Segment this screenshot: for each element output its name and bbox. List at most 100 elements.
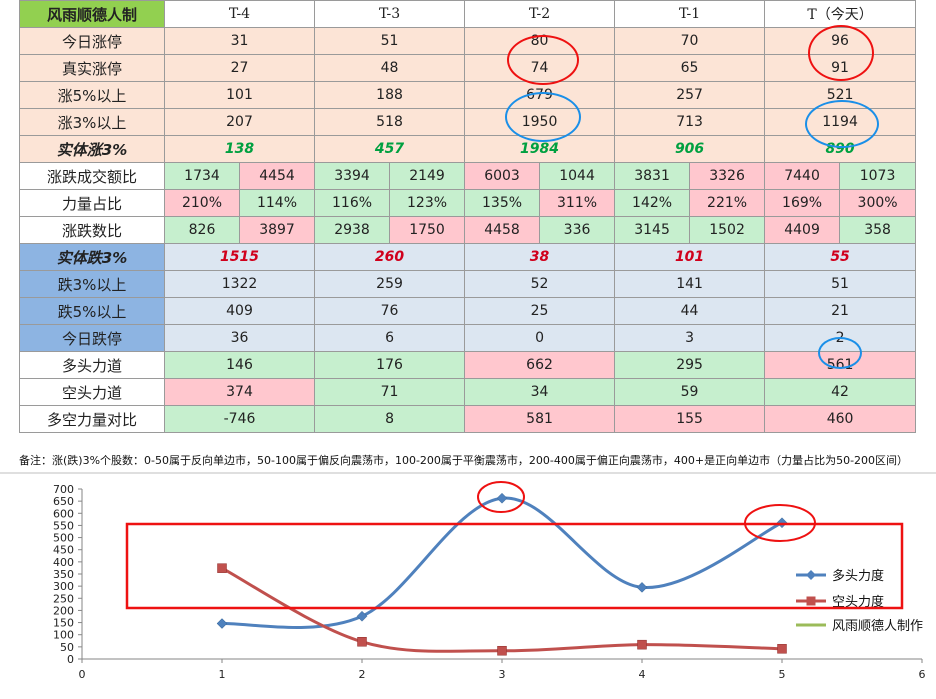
table-cell: 48	[314, 54, 466, 82]
table-cell: 1322	[163, 270, 316, 298]
column-header: T-4	[163, 0, 316, 28]
table-cell: -746	[163, 405, 316, 433]
row-label: 跌3%以上	[19, 270, 165, 298]
table-cell: 114%	[238, 189, 316, 217]
table-cell: 36	[163, 324, 316, 352]
table-cell: 1734	[164, 162, 240, 190]
legend-marker	[806, 570, 816, 580]
table-row: 空头力道 374 71 34 59 42	[19, 378, 917, 406]
table-cell: 1194	[764, 108, 917, 136]
row-label: 实体涨3%	[19, 135, 165, 163]
table-cell: 300%	[839, 189, 917, 217]
data-point	[777, 644, 787, 654]
table-cell: 257	[614, 81, 766, 109]
table-cell: 4458	[464, 216, 541, 244]
table-cell: 25	[464, 297, 616, 325]
table-cell: 188	[314, 81, 466, 109]
header-row: 风雨顺德人制 T-4 T-3 T-2 T-1 T（今天）	[19, 0, 917, 28]
table-cell: 76	[314, 297, 466, 325]
table-cell: 0	[464, 324, 616, 352]
table-cell: 51	[764, 270, 917, 298]
table-cell: 116%	[314, 189, 391, 217]
y-tick-label: 100	[53, 629, 74, 642]
x-tick-label: 4	[639, 668, 646, 681]
y-tick-label: 600	[53, 507, 74, 520]
column-header: T-2	[464, 0, 616, 28]
table-row: 涨跌数比 826 3897 2938 1750 4458 336 3145 1502 4409 35…	[19, 216, 917, 244]
row-label: 空头力道	[19, 378, 165, 406]
table-cell: 44	[614, 297, 766, 325]
table-cell: 260	[314, 243, 466, 271]
table-cell: 518	[314, 108, 466, 136]
table-row: 力量占比 210% 114% 116% 123% 135% 311% 142% 221% 169%…	[19, 189, 917, 217]
table-cell: 210%	[164, 189, 240, 217]
y-tick-label: 150	[53, 617, 74, 630]
legend-label: 多头力度	[832, 568, 884, 584]
table-cell: 138	[163, 135, 316, 163]
table-cell: 123%	[389, 189, 466, 217]
table-cell: 146	[163, 351, 316, 379]
annotation-rectangle	[125, 522, 904, 610]
table-cell: 221%	[689, 189, 766, 217]
table-cell: 1073	[839, 162, 917, 190]
table-cell: 826	[164, 216, 240, 244]
column-header: T（今天）	[764, 0, 917, 28]
table-cell: 31	[163, 27, 316, 55]
table-cell: 1515	[163, 243, 316, 271]
table-cell: 713	[614, 108, 766, 136]
table-cell: 3897	[238, 216, 316, 244]
table-cell: 259	[314, 270, 466, 298]
x-tick-label: 2	[359, 668, 366, 681]
data-point	[496, 492, 508, 504]
table-cell: 1984	[464, 135, 616, 163]
y-tick-label: 650	[53, 495, 74, 508]
y-tick-label: 350	[53, 568, 74, 581]
data-table: 风雨顺德人制 T-4 T-3 T-2 T-1 T（今天） 今日涨停 31 51 80 70 96 真实涨…	[19, 0, 917, 433]
y-tick-label: 300	[53, 580, 74, 593]
table-cell: 135%	[464, 189, 541, 217]
line-chart: 0501001502002503003504004505005506006507…	[0, 472, 936, 681]
data-point	[356, 610, 368, 622]
y-tick-label: 200	[53, 604, 74, 617]
table-cell: 336	[539, 216, 616, 244]
legend-label: 风雨顺德人制作	[832, 619, 923, 634]
table-cell: 80	[464, 27, 616, 55]
table-cell: 460	[764, 405, 917, 433]
row-label: 涨5%以上	[19, 81, 165, 109]
table-row: 真实涨停 27 48 74 65 91	[19, 54, 917, 82]
table-cell: 358	[839, 216, 917, 244]
table-row: 多头力道 146 176 662 295 561	[19, 351, 917, 379]
table-row: 跌5%以上 409 76 25 44 21	[19, 297, 917, 325]
x-tick-label: 6	[919, 668, 926, 681]
table-cell: 142%	[614, 189, 691, 217]
table-cell: 1750	[389, 216, 466, 244]
table-cell: 561	[764, 351, 917, 379]
table-cell: 71	[314, 378, 466, 406]
y-tick-label: 700	[53, 483, 74, 496]
column-header: T-3	[314, 0, 466, 28]
data-point	[217, 563, 227, 573]
table-cell: 3145	[614, 216, 691, 244]
table-cell: 2	[764, 324, 917, 352]
table-cell: 1950	[464, 108, 616, 136]
note-text: 备注：涨(跌)3%个股数：0-50属于反向单边市，50-100属于偏反向震荡市，…	[19, 454, 909, 467]
table-cell: 70	[614, 27, 766, 55]
table-row: 今日跌停 36 6 0 3 2	[19, 324, 917, 352]
table-corner-title: 风雨顺德人制	[19, 0, 165, 28]
y-tick-label: 250	[53, 592, 74, 605]
row-label: 多头力道	[19, 351, 165, 379]
table-cell: 374	[163, 378, 316, 406]
table-cell: 101	[614, 243, 766, 271]
table-row: 涨5%以上 101 188 679 257 521	[19, 81, 917, 109]
data-point	[636, 582, 648, 593]
y-tick-label: 0	[67, 653, 74, 666]
table-cell: 679	[464, 81, 616, 109]
table-cell: 2938	[314, 216, 391, 244]
table-row: 实体涨3% 138 457 1984 906 890	[19, 135, 917, 163]
x-tick-label: 0	[79, 668, 86, 681]
y-tick-label: 400	[53, 556, 74, 569]
table-cell: 906	[614, 135, 766, 163]
table-cell: 3394	[314, 162, 391, 190]
x-tick-label: 5	[779, 668, 786, 681]
table-cell: 176	[314, 351, 466, 379]
